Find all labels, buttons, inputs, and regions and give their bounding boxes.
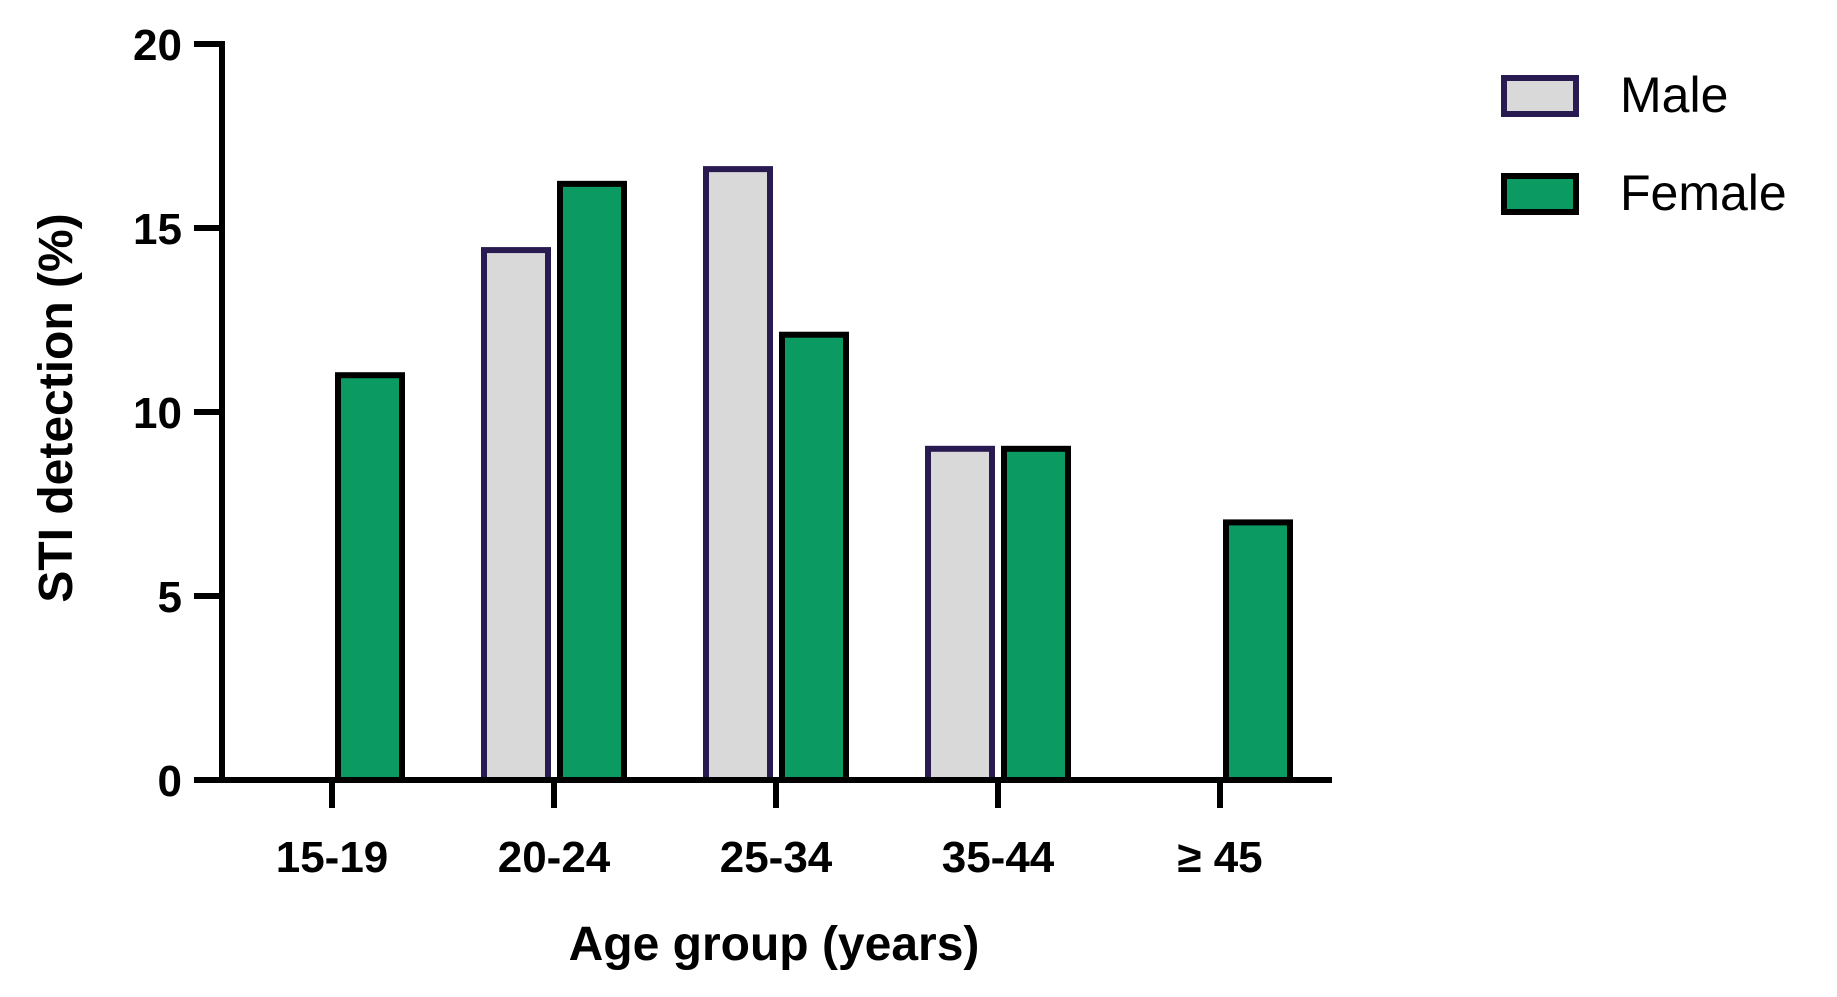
x-tick-label-0: 15-19 xyxy=(276,833,389,882)
bar-female-0 xyxy=(335,372,405,783)
bar-male-3 xyxy=(925,445,995,783)
axes xyxy=(194,41,1332,808)
bar-female-3 xyxy=(1001,445,1071,783)
y-axis-title: STI detection (%) xyxy=(30,213,83,602)
x-axis-tick-labels: 15-19 20-24 25-34 35-44 ≥ 45 xyxy=(276,833,1263,882)
bar-male-1 xyxy=(481,247,551,783)
x-axis-title: Age group (years) xyxy=(569,918,980,971)
y-axis-tick-labels: 0 5 10 15 20 xyxy=(133,21,182,806)
bars xyxy=(335,166,1293,784)
bar-female-2 xyxy=(779,331,849,783)
legend-label-male: Male xyxy=(1620,67,1728,123)
bar-female-4 xyxy=(1223,519,1293,784)
x-tick-label-2: 25-34 xyxy=(720,833,833,882)
x-tick-label-3: 35-44 xyxy=(942,833,1055,882)
legend-swatch-female xyxy=(1501,173,1579,215)
y-tick-label-4: 20 xyxy=(133,21,182,70)
y-tick-label-1: 5 xyxy=(158,573,182,622)
bar-male-2 xyxy=(703,166,773,783)
legend-swatch-male xyxy=(1501,75,1579,117)
legend: Male Female xyxy=(1501,67,1787,221)
legend-label-female: Female xyxy=(1620,165,1787,221)
x-tick-label-4: ≥ 45 xyxy=(1177,833,1262,882)
y-tick-label-3: 15 xyxy=(133,205,182,254)
y-tick-label-2: 10 xyxy=(133,389,182,438)
bar-female-1 xyxy=(557,180,627,783)
y-tick-label-0: 0 xyxy=(158,757,182,806)
x-tick-label-1: 20-24 xyxy=(498,833,611,882)
